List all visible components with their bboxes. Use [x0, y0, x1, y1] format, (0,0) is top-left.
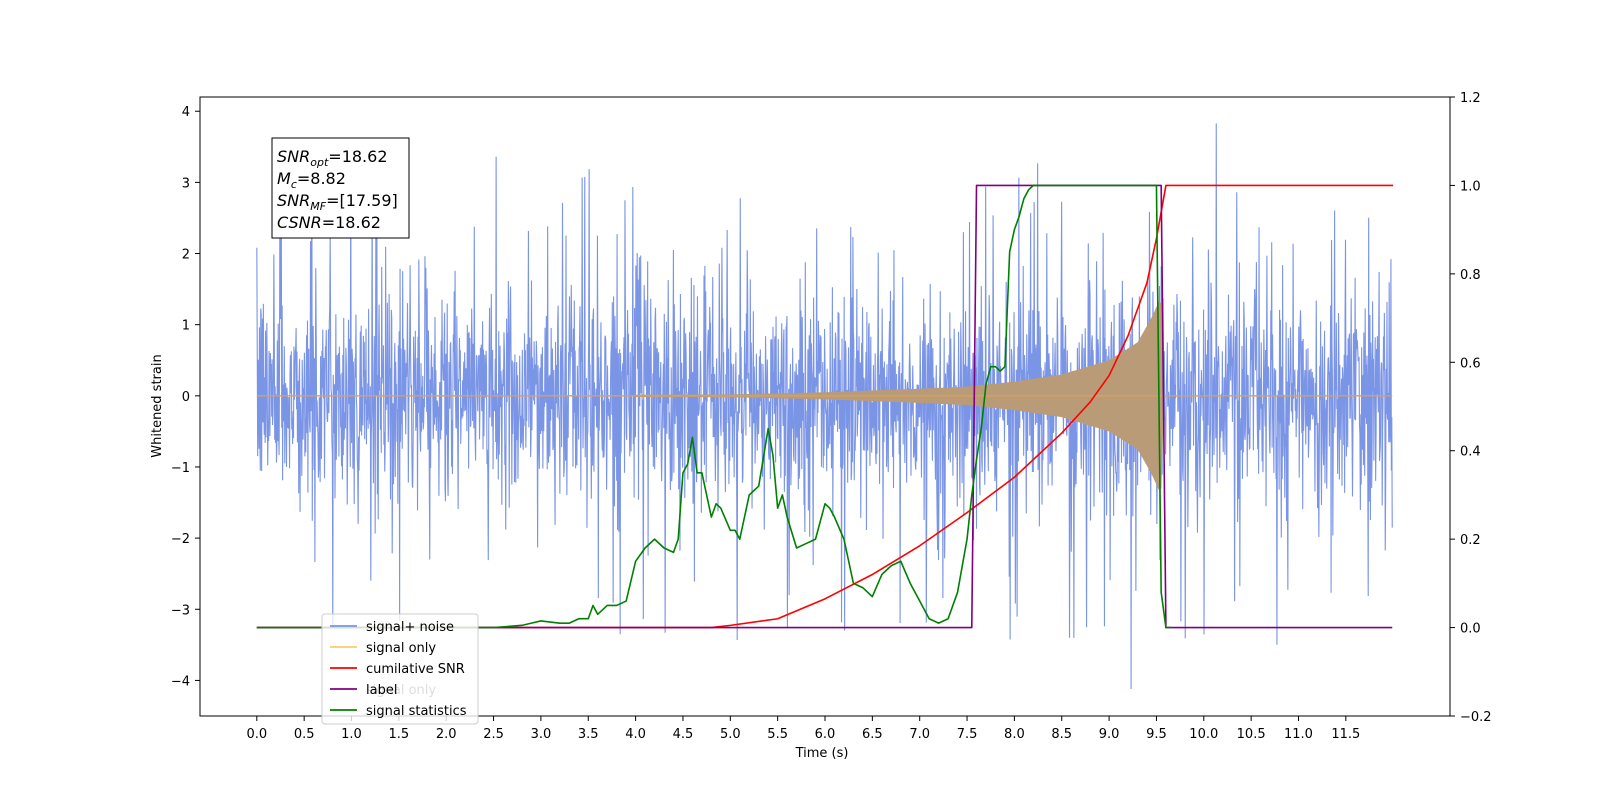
annotation-line: SNRopt=18.62 — [277, 147, 388, 169]
x-tick-label: 8.5 — [1051, 727, 1072, 742]
legend-item-label: signal+ noise — [366, 620, 454, 635]
annotation-line: Mc=8.82 — [277, 169, 346, 191]
x-tick-label: 10.0 — [1189, 727, 1218, 742]
x-tick-label: 2.0 — [436, 727, 457, 742]
y-tick-label: 1 — [182, 319, 190, 334]
y2-tick-label: 0.8 — [1460, 268, 1481, 283]
x-tick-label: 4.0 — [625, 727, 646, 742]
y-axis-right: 1.2 1.0 0.8 0.6 0.4 0.2 0.0 −0.2 — [1450, 91, 1492, 725]
x-axis: 0.0 0.5 1.0 1.5 2.0 2.5 3.0 3.5 4.0 4.5 5.0 5.5 6.0 6… — [246, 716, 1360, 742]
x-tick-label: 9.5 — [1146, 727, 1167, 742]
right-axis-series — [256, 184, 1394, 629]
x-tick-label: 6.0 — [815, 727, 836, 742]
annotation-line: CSNR=18.62 — [277, 213, 381, 232]
x-tick-label: 10.5 — [1237, 727, 1266, 742]
legend-frame — [321, 613, 479, 725]
series-cumulative-snr — [256, 184, 1394, 629]
y-tick-label: −3 — [171, 603, 190, 618]
legend-item-label: label — [366, 683, 397, 698]
y-axis-label: Whitened strain — [150, 354, 165, 457]
x-tick-label: 2.5 — [483, 727, 504, 742]
y-tick-label: −4 — [171, 674, 190, 689]
series-signal-statistics — [256, 184, 1171, 629]
y-tick-label: −2 — [171, 532, 190, 547]
y-tick-label: 3 — [182, 176, 190, 191]
x-tick-label: 9.0 — [1099, 727, 1120, 742]
x-tick-label: 7.5 — [957, 727, 978, 742]
y2-tick-label: 0.4 — [1460, 445, 1481, 460]
x-tick-label: 3.0 — [531, 727, 552, 742]
annotation-frame — [271, 137, 410, 239]
x-tick-label: 11.0 — [1284, 727, 1313, 742]
x-tick-label: 5.0 — [720, 727, 741, 742]
series-signal-noise — [256, 123, 1393, 689]
x-tick-label: 6.5 — [862, 727, 883, 742]
legend-hidden-text: signal only — [366, 683, 436, 698]
y2-tick-label: 0.6 — [1460, 356, 1481, 371]
x-tick-label: 4.5 — [673, 727, 694, 742]
y-tick-label: 2 — [182, 248, 190, 263]
x-tick-label: 5.5 — [767, 727, 788, 742]
y2-tick-label: −0.2 — [1460, 710, 1492, 725]
y2-tick-label: 1.2 — [1460, 91, 1481, 106]
legend-item-label: cumilative SNR — [366, 662, 465, 677]
y-axis-left: 4 3 2 1 0 −1 −2 −3 −4 — [171, 105, 200, 689]
x-tick-label: 3.5 — [578, 727, 599, 742]
y2-tick-label: 0.0 — [1460, 622, 1481, 637]
y2-tick-label: 1.0 — [1460, 179, 1481, 194]
y-tick-label: −1 — [171, 461, 190, 476]
noise-series — [256, 123, 1393, 689]
y2-tick-label: 0.2 — [1460, 533, 1481, 548]
x-tick-label: 1.5 — [389, 727, 410, 742]
annotation-line: SNRMF=[17.59] — [277, 191, 398, 213]
x-tick-label: 7.0 — [909, 727, 930, 742]
x-tick-label: 1.0 — [341, 727, 362, 742]
x-tick-label: 8.0 — [1004, 727, 1025, 742]
legend-item-label: signal statistics — [366, 704, 467, 719]
y-tick-label: 0 — [182, 390, 190, 405]
x-tick-label: 0.5 — [294, 727, 315, 742]
legend-item-label: signal only — [366, 641, 436, 656]
signal-only-series — [256, 301, 1393, 490]
x-tick-label: 0.0 — [246, 727, 267, 742]
legend: signal only signal+ noise signal only cumil… — [321, 613, 479, 725]
x-axis-label: Time (s) — [795, 746, 849, 761]
stats-annotation-box: SNRopt=18.62Mc=8.82SNRMF=[17.59]CSNR=18.… — [271, 137, 410, 239]
y-tick-label: 4 — [182, 105, 190, 120]
x-tick-label: 11.5 — [1331, 727, 1360, 742]
